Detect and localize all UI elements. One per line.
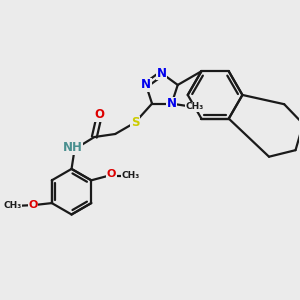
Text: S: S	[131, 116, 139, 129]
Text: NH: NH	[63, 141, 82, 154]
Text: N: N	[167, 97, 177, 110]
Text: N: N	[157, 67, 167, 80]
Text: CH₃: CH₃	[185, 102, 204, 111]
Text: O: O	[94, 108, 104, 121]
Text: CH₃: CH₃	[4, 201, 22, 210]
Text: N: N	[141, 78, 151, 92]
Text: O: O	[107, 169, 116, 179]
Text: CH₃: CH₃	[121, 171, 140, 180]
Text: O: O	[28, 200, 38, 210]
